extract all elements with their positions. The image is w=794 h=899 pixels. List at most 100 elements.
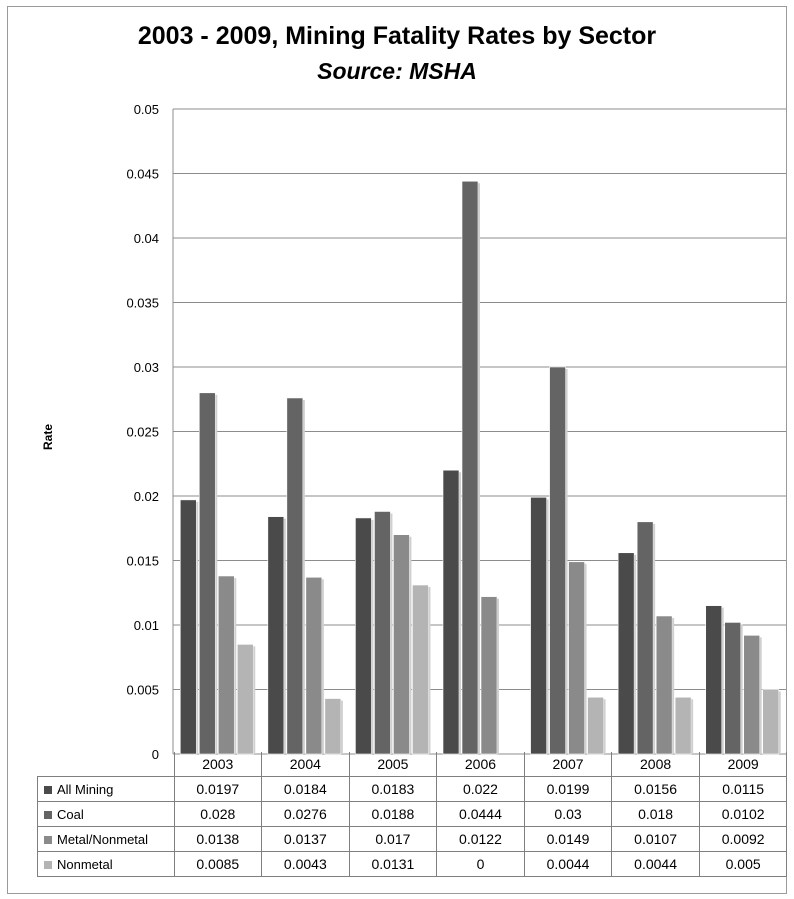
bar-coal-2005 bbox=[374, 511, 391, 755]
legend-label: All Mining bbox=[57, 781, 114, 797]
bar-shadow bbox=[196, 501, 199, 754]
x-tick-label: 2007 bbox=[523, 752, 613, 777]
data-label: 0.0138 bbox=[173, 826, 263, 852]
bar-coal-2006 bbox=[461, 180, 479, 755]
bar-shadow bbox=[546, 499, 549, 754]
bar-shadow bbox=[653, 523, 656, 754]
bar-metal-nonmetal-2008 bbox=[655, 615, 673, 755]
legend-entry: Metal/Nonmetal bbox=[37, 826, 175, 852]
data-label: 0.0122 bbox=[436, 826, 525, 852]
bar-shadow bbox=[478, 183, 480, 755]
legend-swatch bbox=[44, 861, 52, 870]
data-label: 0.018 bbox=[611, 801, 700, 827]
bar-metal-nonmetal-2003 bbox=[217, 575, 235, 755]
y-tick-label: 0.045 bbox=[126, 167, 159, 182]
bar-shadow bbox=[740, 624, 743, 754]
bar-nonmetal-2005 bbox=[412, 584, 429, 755]
y-tick-label: 0.025 bbox=[126, 425, 159, 440]
data-label: 0.0115 bbox=[698, 776, 788, 802]
x-tick-label: 2005 bbox=[348, 752, 438, 777]
bar-metal-nonmetal-2006 bbox=[480, 596, 498, 755]
data-label: 0.0044 bbox=[523, 851, 613, 877]
legend-label: Nonmetal bbox=[57, 856, 113, 872]
data-label: 0.0131 bbox=[348, 851, 438, 877]
bar-shadow bbox=[390, 513, 393, 754]
table-row: Nonmetal 0.0085 0.0043 0.0131 0 0.0044 0.0044 0… bbox=[37, 851, 788, 877]
y-tick-label: 0 bbox=[152, 747, 159, 762]
bar-metal-nonmetal-2004 bbox=[305, 576, 323, 755]
bar-shadow bbox=[340, 700, 343, 754]
data-label: 0.005 bbox=[698, 851, 788, 877]
data-table: 2003 2004 2005 2006 2007 2008 2009 All Mining 0.… bbox=[37, 752, 788, 877]
bar-shadow bbox=[603, 699, 606, 754]
data-label: 0.0043 bbox=[261, 851, 350, 877]
y-tick-label: 0.035 bbox=[126, 296, 159, 311]
data-label: 0.022 bbox=[436, 776, 525, 802]
legend-swatch bbox=[44, 836, 52, 845]
data-label: 0.0276 bbox=[261, 801, 350, 827]
data-label: 0.0044 bbox=[611, 851, 700, 877]
legend-entry: Coal bbox=[37, 801, 175, 827]
y-tick-label: 0.005 bbox=[126, 683, 159, 698]
bar-shadow bbox=[778, 691, 781, 754]
legend-swatch bbox=[44, 811, 52, 820]
bar-shadow bbox=[691, 699, 694, 754]
bar-shadow bbox=[428, 587, 431, 754]
x-tick-label: 2008 bbox=[611, 752, 700, 777]
bar-all-mining-2005 bbox=[355, 517, 372, 755]
bar-shadow bbox=[565, 369, 568, 754]
legend-entry: Nonmetal bbox=[37, 851, 175, 877]
y-tick-label: 0.015 bbox=[126, 554, 159, 569]
bar-shadow bbox=[215, 394, 218, 754]
data-label: 0.0188 bbox=[348, 801, 438, 827]
data-label: 0.028 bbox=[173, 801, 263, 827]
bar-nonmetal-2008 bbox=[674, 696, 692, 755]
bar-nonmetal-2003 bbox=[236, 644, 254, 755]
data-label: 0.0156 bbox=[611, 776, 700, 802]
data-label: 0.0107 bbox=[611, 826, 700, 852]
y-tick-label: 0.03 bbox=[134, 360, 159, 375]
bar-coal-2009 bbox=[724, 622, 742, 755]
bar-all-mining-2008 bbox=[617, 552, 635, 755]
bar-metal-nonmetal-2009 bbox=[743, 635, 761, 755]
bar-shadow bbox=[459, 472, 461, 754]
legend-label: Coal bbox=[57, 806, 84, 822]
bar-shadow bbox=[371, 519, 374, 754]
bar-coal-2003 bbox=[198, 392, 216, 755]
bar-all-mining-2006 bbox=[442, 469, 460, 755]
bar-shadow bbox=[759, 637, 762, 754]
bar-shadow bbox=[234, 577, 237, 754]
y-tick-label: 0.02 bbox=[134, 489, 159, 504]
legend-label: Metal/Nonmetal bbox=[57, 831, 149, 847]
chart-title: 2003 - 2009, Mining Fatality Rates by Se… bbox=[137, 22, 657, 50]
bar-shadow bbox=[283, 518, 286, 754]
x-tick-label: 2004 bbox=[261, 752, 350, 777]
bar-shadow bbox=[409, 536, 412, 754]
bar-all-mining-2007 bbox=[530, 496, 547, 755]
x-tick-label: 2003 bbox=[173, 752, 263, 777]
bar-coal-2007 bbox=[549, 366, 566, 755]
table-row: All Mining 0.0197 0.0184 0.0183 0.022 0.0199 0… bbox=[37, 776, 788, 802]
data-label: 0.0102 bbox=[698, 801, 788, 827]
legend-swatch bbox=[44, 786, 52, 795]
bar-nonmetal-2009 bbox=[762, 689, 780, 755]
bar-all-mining-2004 bbox=[267, 516, 285, 755]
data-label: 0.0183 bbox=[348, 776, 438, 802]
chart-frame bbox=[7, 6, 787, 894]
bar-shadow bbox=[584, 563, 587, 754]
bar-all-mining-2003 bbox=[179, 499, 197, 755]
table-row: Coal 0.028 0.0276 0.0188 0.0444 0.03 0.018 0.01… bbox=[37, 801, 788, 827]
bar-shadow bbox=[672, 617, 675, 754]
chart-subtitle: Source: MSHA bbox=[317, 58, 477, 84]
bar-nonmetal-2007 bbox=[587, 696, 604, 755]
table-row: Metal/Nonmetal 0.0138 0.0137 0.017 0.0122 0.0… bbox=[37, 826, 788, 852]
bar-coal-2004 bbox=[286, 397, 304, 755]
data-label: 0.0199 bbox=[523, 776, 613, 802]
data-label: 0.0184 bbox=[261, 776, 350, 802]
x-tick-label: 2009 bbox=[698, 752, 788, 777]
y-tick-label: 0.01 bbox=[134, 618, 159, 633]
y-tick-label: 0.04 bbox=[134, 231, 159, 246]
bar-coal-2008 bbox=[636, 521, 654, 755]
data-label: 0.017 bbox=[348, 826, 438, 852]
